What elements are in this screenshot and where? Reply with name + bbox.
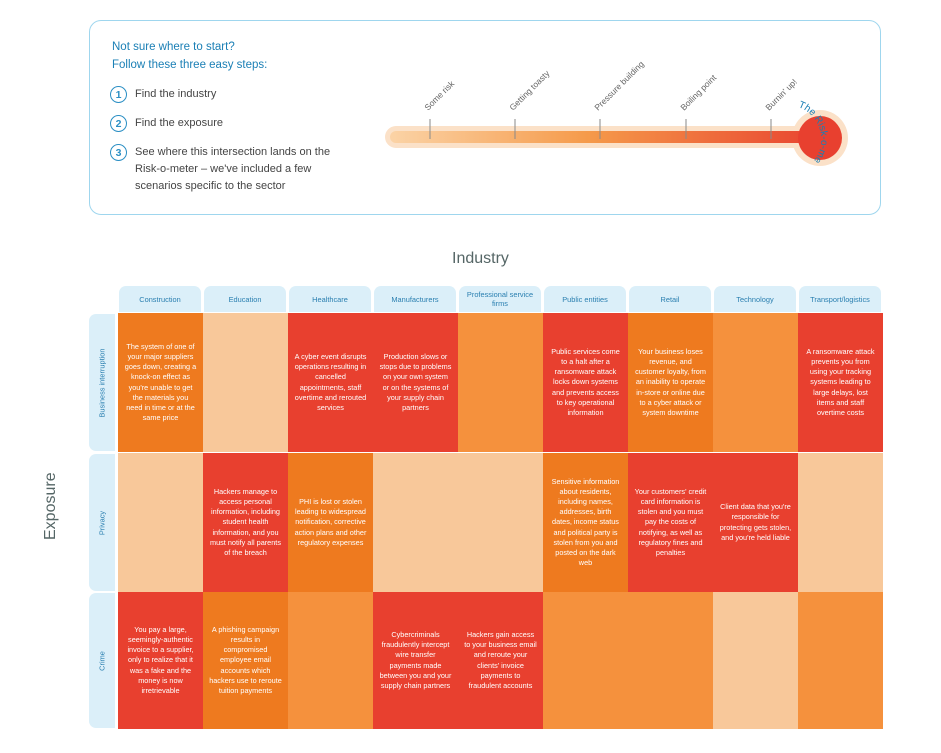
column-header: Retail xyxy=(629,286,711,312)
meter-level-label: Some risk xyxy=(422,78,456,112)
scenario-text: The system of one of your major supplier… xyxy=(124,341,197,423)
step-text: Find the exposure xyxy=(135,117,224,129)
step-number: 2 xyxy=(110,115,127,132)
step-text: Find the industry xyxy=(135,88,217,100)
matrix-cell xyxy=(458,453,543,592)
matrix-cell xyxy=(288,592,373,729)
matrix-cell xyxy=(713,592,798,729)
row-header: Business interruption xyxy=(89,314,115,451)
matrix-cell: Your business loses revenue, and custome… xyxy=(628,313,713,452)
matrix-cell: A cyber event disrupts operations result… xyxy=(288,313,373,452)
scenario-text: Hackers gain access to your business ema… xyxy=(464,629,537,690)
step-text: See where this intersection lands on the… xyxy=(135,146,331,192)
meter-level-label: Getting toasty xyxy=(507,68,552,113)
intro-card: Not sure where to start? Follow these th… xyxy=(89,20,881,215)
step-2: 2 Find the exposure xyxy=(110,115,350,132)
risk-o-meter: Some risk Getting toasty Pressure buildi… xyxy=(90,21,848,166)
column-header: Healthcare xyxy=(289,286,371,312)
scenario-text: Client data that you're responsible for … xyxy=(719,502,792,542)
matrix-cell xyxy=(203,313,288,452)
matrix-cell: You pay a large, seemingly-authentic inv… xyxy=(118,592,203,729)
step-3: 3 See where this intersection lands on t… xyxy=(110,144,350,195)
meter-level-label: Pressure building xyxy=(592,59,646,113)
matrix-cell: A phishing campaign results in compromis… xyxy=(203,592,288,729)
scenario-text: You pay a large, seemingly-authentic inv… xyxy=(127,624,194,695)
scenario-text: A ransomware attack prevents you from us… xyxy=(806,346,875,417)
intro-heading-line1: Not sure where to start? xyxy=(112,41,235,53)
intro-heading-line2: Follow these three easy steps: xyxy=(112,59,268,71)
column-header: Construction xyxy=(119,286,201,312)
scenario-text: Cybercriminals fraudulently intercept wi… xyxy=(379,629,452,690)
matrix-cell: PHI is lost or stolen leading to widespr… xyxy=(288,453,373,592)
industry-axis-title: Industry xyxy=(452,250,509,267)
matrix-cell xyxy=(373,453,458,592)
scenario-text: Public services come to a halt after a r… xyxy=(551,346,620,417)
matrix-cell xyxy=(798,453,883,592)
matrix-cell: Your customers' credit card information … xyxy=(628,453,713,592)
matrix-cell xyxy=(543,592,628,729)
column-header: Professional service firms xyxy=(459,286,541,312)
matrix-cell: Hackers manage to access personal inform… xyxy=(203,453,288,592)
row-header-label: Privacy xyxy=(97,510,107,535)
matrix-cell xyxy=(713,313,798,452)
column-header: Education xyxy=(204,286,286,312)
scenario-text: Hackers manage to access personal inform… xyxy=(210,486,281,557)
scenario-text: Production slows or stops due to problem… xyxy=(379,351,452,412)
matrix-cell xyxy=(118,453,203,592)
scenario-text: A phishing campaign results in compromis… xyxy=(209,624,282,695)
matrix-cell: A ransomware attack prevents you from us… xyxy=(798,313,883,452)
matrix-cell: Client data that you're responsible for … xyxy=(713,453,798,592)
step-1: 1 Find the industry xyxy=(110,86,350,103)
matrix-cell xyxy=(628,592,713,729)
column-header: Manufacturers xyxy=(374,286,456,312)
row-header-label: Crime xyxy=(97,650,107,671)
row-header: Privacy xyxy=(89,454,115,591)
scenario-text: Your customers' credit card information … xyxy=(634,486,707,557)
meter-level-label: Burnin' up! xyxy=(763,77,799,113)
matrix-cell: Sensitive information about residents, i… xyxy=(543,453,628,592)
matrix-cell: Production slows or stops due to problem… xyxy=(373,313,458,452)
scenario-text: Sensitive information about residents, i… xyxy=(551,476,620,568)
matrix-cell: Cybercriminals fraudulently intercept wi… xyxy=(373,592,458,729)
scenario-text: Your business loses revenue, and custome… xyxy=(635,346,706,417)
row-header-label: Business interruption xyxy=(97,347,107,418)
meter-level-label: Boiling point xyxy=(678,72,718,112)
column-header: Transport/logistics xyxy=(799,286,881,312)
exposure-axis-title: Exposure xyxy=(42,472,59,540)
column-header: Technology xyxy=(714,286,796,312)
meter-bulb-fill xyxy=(798,116,842,160)
matrix-cell: The system of one of your major supplier… xyxy=(118,313,203,452)
column-header: Public entities xyxy=(544,286,626,312)
row-header: Crime xyxy=(89,593,115,728)
meter-tube-fill xyxy=(390,131,830,143)
matrix-cell: Public services come to a halt after a r… xyxy=(543,313,628,452)
matrix-cell xyxy=(798,592,883,729)
step-number: 1 xyxy=(110,86,127,103)
step-number: 3 xyxy=(110,144,127,161)
matrix-cell xyxy=(458,313,543,452)
scenario-text: PHI is lost or stolen leading to widespr… xyxy=(294,496,367,547)
matrix-cell: Hackers gain access to your business ema… xyxy=(458,592,543,729)
scenario-text: A cyber event disrupts operations result… xyxy=(294,351,367,412)
